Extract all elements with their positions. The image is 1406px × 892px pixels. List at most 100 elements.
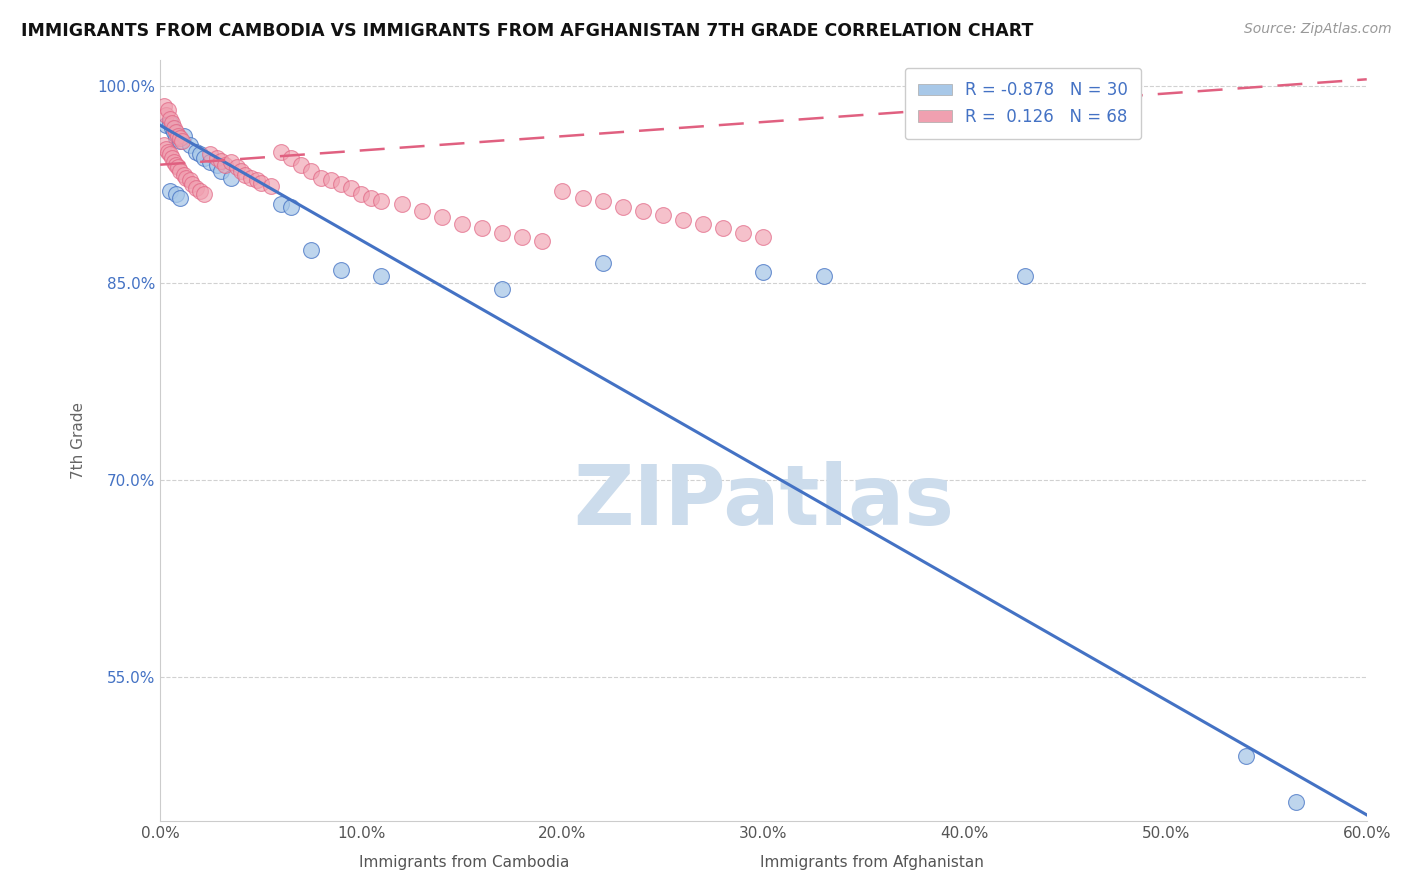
Point — [193, 151, 215, 165]
Point — [209, 164, 232, 178]
Point — [157, 103, 180, 117]
Point — [214, 158, 236, 172]
Point — [167, 161, 190, 175]
Point — [209, 153, 232, 168]
Point — [246, 173, 269, 187]
Point — [571, 190, 593, 204]
Point — [280, 200, 302, 214]
Text: IMMIGRANTS FROM CAMBODIA VS IMMIGRANTS FROM AFGHANISTAN 7TH GRADE CORRELATION CH: IMMIGRANTS FROM CAMBODIA VS IMMIGRANTS F… — [21, 22, 1033, 40]
Point — [280, 151, 302, 165]
Point — [173, 128, 195, 143]
Point — [181, 178, 204, 192]
Point — [163, 120, 186, 135]
Point — [711, 220, 734, 235]
Point — [592, 256, 614, 270]
Point — [430, 211, 453, 225]
Point — [190, 184, 212, 198]
Point — [193, 186, 215, 201]
Point — [225, 161, 247, 175]
Text: Immigrants from Cambodia: Immigrants from Cambodia — [359, 855, 569, 870]
Point — [592, 194, 614, 209]
Point — [165, 131, 187, 145]
Point — [169, 134, 191, 148]
Point — [190, 147, 212, 161]
Point — [200, 155, 222, 169]
Point — [551, 184, 574, 198]
Point — [163, 155, 186, 169]
Point — [330, 262, 353, 277]
Point — [179, 173, 201, 187]
Point — [153, 98, 176, 112]
Point — [155, 118, 177, 132]
Text: Source: ZipAtlas.com: Source: ZipAtlas.com — [1244, 22, 1392, 37]
Point — [176, 170, 198, 185]
Point — [510, 230, 533, 244]
Point — [172, 134, 194, 148]
Point — [491, 226, 513, 240]
Point — [165, 125, 187, 139]
Point — [299, 243, 322, 257]
Point — [155, 108, 177, 122]
Point — [290, 158, 312, 172]
Point — [370, 194, 392, 209]
Point — [692, 217, 714, 231]
Point — [165, 186, 187, 201]
Point — [205, 151, 228, 165]
Text: ZIPatlas: ZIPatlas — [574, 461, 955, 542]
Point — [471, 220, 494, 235]
Point — [270, 197, 292, 211]
Point — [330, 178, 353, 192]
Point — [652, 208, 675, 222]
Point — [155, 142, 177, 156]
Point — [531, 234, 554, 248]
Point — [752, 265, 775, 279]
Point — [163, 125, 186, 139]
Point — [159, 112, 181, 126]
Point — [179, 138, 201, 153]
Point — [233, 168, 256, 182]
Point — [340, 181, 363, 195]
Point — [162, 120, 184, 135]
Point — [153, 138, 176, 153]
Point — [165, 158, 187, 172]
Point — [1014, 269, 1036, 284]
Point — [631, 203, 654, 218]
Point — [169, 190, 191, 204]
Point — [672, 212, 695, 227]
Point — [299, 164, 322, 178]
Point — [159, 147, 181, 161]
Point — [219, 170, 242, 185]
Point — [219, 155, 242, 169]
Point — [200, 147, 222, 161]
Point — [162, 151, 184, 165]
Point — [169, 164, 191, 178]
Legend: R = -0.878   N = 30, R =  0.126   N = 68: R = -0.878 N = 30, R = 0.126 N = 68 — [905, 68, 1142, 139]
Point — [370, 269, 392, 284]
Point — [229, 164, 252, 178]
Point — [173, 168, 195, 182]
Point — [309, 170, 332, 185]
Point — [186, 181, 208, 195]
Point — [159, 184, 181, 198]
Point — [270, 145, 292, 159]
Point — [733, 226, 755, 240]
Point — [612, 200, 634, 214]
Point — [169, 131, 191, 145]
Point — [752, 230, 775, 244]
Point — [186, 145, 208, 159]
Point — [350, 186, 373, 201]
Point — [1285, 795, 1308, 809]
Point — [167, 128, 190, 143]
Point — [491, 283, 513, 297]
Point — [1234, 748, 1257, 763]
Point — [411, 203, 433, 218]
Text: Immigrants from Afghanistan: Immigrants from Afghanistan — [759, 855, 984, 870]
Point — [157, 145, 180, 159]
Point — [360, 190, 382, 204]
Point — [239, 170, 262, 185]
Y-axis label: 7th Grade: 7th Grade — [72, 402, 86, 479]
Point — [162, 116, 184, 130]
Point — [321, 173, 343, 187]
Point — [205, 158, 228, 172]
Point — [159, 116, 181, 130]
